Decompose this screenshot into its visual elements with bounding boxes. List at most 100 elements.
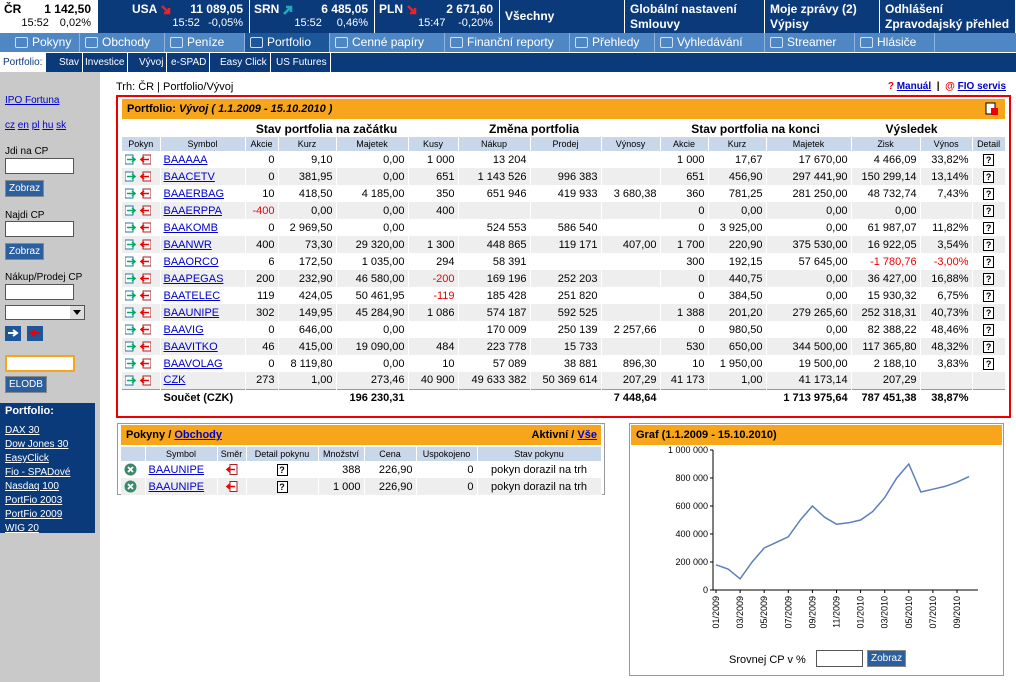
- nav-tab[interactable]: Streamer: [765, 33, 855, 52]
- manual-link[interactable]: Manuál: [896, 81, 932, 92]
- symbol-link[interactable]: BAANWR: [163, 238, 212, 251]
- symbol-link[interactable]: BAAERPPA: [163, 204, 223, 217]
- trade-select[interactable]: [5, 305, 85, 320]
- nav-tab[interactable]: Finanční reporty: [445, 33, 570, 52]
- symbol-link[interactable]: BAAVOLAG: [163, 357, 223, 370]
- detail-icon[interactable]: ?: [983, 357, 995, 370]
- language-link[interactable]: sk: [56, 120, 67, 131]
- nav-tab[interactable]: Přehledy: [570, 33, 655, 52]
- market-item[interactable]: ČR 1 142,50 15:52 0,02%: [0, 0, 98, 33]
- order-icons[interactable]: [122, 202, 161, 219]
- detail-icon[interactable]: ?: [276, 463, 288, 476]
- nav-tab[interactable]: Hlásiče: [855, 33, 935, 52]
- sub-nav-item[interactable]: e-SPAD: [168, 53, 211, 72]
- sub-nav-item[interactable]: Vývoj: [136, 53, 168, 72]
- portfolio-link[interactable]: EasyClick: [5, 453, 49, 464]
- detail-icon[interactable]: ?: [983, 255, 995, 268]
- market-item[interactable]: SRN 6 485,05 15:52 0,46%: [250, 0, 375, 33]
- detail-icon[interactable]: ?: [983, 238, 995, 251]
- portfolio-link[interactable]: Nasdaq 100: [5, 481, 59, 492]
- nav-tab[interactable]: Obchody: [80, 33, 165, 52]
- order-icons[interactable]: [122, 287, 161, 304]
- language-link[interactable]: pl: [31, 120, 40, 131]
- detail-icon[interactable]: ?: [983, 187, 995, 200]
- order-icons[interactable]: [122, 185, 161, 202]
- detail-icon[interactable]: ?: [276, 480, 288, 493]
- portfolio-link[interactable]: PortFio 2009: [5, 509, 63, 520]
- symbol-link[interactable]: BAAORCO: [163, 255, 219, 268]
- top-link[interactable]: Odhlášení Zpravodajský přehled: [880, 0, 1016, 33]
- top-link[interactable]: Všechny: [500, 0, 625, 33]
- symbol-link[interactable]: BAATELEC: [163, 289, 221, 302]
- order-icons[interactable]: [122, 321, 161, 338]
- order-icons[interactable]: [122, 151, 161, 168]
- goto-button[interactable]: Zobraz: [5, 180, 45, 197]
- portfolio-link[interactable]: Dow Jones 30: [5, 439, 69, 450]
- detail-icon[interactable]: ?: [983, 306, 995, 319]
- order-icons[interactable]: [122, 338, 161, 355]
- symbol-link[interactable]: BAAUNIPE: [163, 306, 220, 319]
- order-icons[interactable]: [122, 355, 161, 372]
- detail-icon[interactable]: ?: [983, 170, 995, 183]
- symbol-link[interactable]: BAAPEGAS: [163, 272, 224, 285]
- symbol-link[interactable]: BAAVITKO: [163, 340, 218, 353]
- cancel-icon[interactable]: [121, 478, 146, 495]
- sub-nav-item[interactable]: Investice: [82, 53, 129, 72]
- buy-sell-buttons[interactable]: [5, 326, 45, 341]
- symbol-link[interactable]: CZK: [163, 374, 186, 387]
- sub-nav-item[interactable]: Easy Click: [217, 53, 271, 72]
- compare-input[interactable]: [816, 650, 863, 667]
- cancel-icon[interactable]: [121, 461, 146, 478]
- sub-nav-item[interactable]: US Futures: [273, 53, 331, 72]
- portfolio-link[interactable]: PortFio 2003: [5, 495, 63, 506]
- detail-icon[interactable]: ?: [983, 204, 995, 217]
- portfolio-link[interactable]: DAX 30: [5, 425, 40, 436]
- top-link[interactable]: Globální nastavení Smlouvy: [625, 0, 765, 33]
- language-link[interactable]: cz: [5, 120, 15, 131]
- compare-button[interactable]: Zobraz: [867, 650, 907, 667]
- nav-tab[interactable]: Peníze: [165, 33, 245, 52]
- find-input[interactable]: [5, 221, 74, 237]
- elodb-input[interactable]: [5, 355, 75, 372]
- order-icons[interactable]: [122, 270, 161, 287]
- market-item[interactable]: PLN 2 671,60 15:47 -0,20%: [375, 0, 500, 33]
- service-link[interactable]: FIO servis: [957, 81, 1006, 92]
- order-icons[interactable]: [122, 372, 161, 389]
- filter-all[interactable]: Vše: [577, 429, 597, 441]
- trade-input[interactable]: [5, 284, 74, 300]
- order-icons[interactable]: [122, 253, 161, 270]
- detail-icon[interactable]: ?: [983, 153, 995, 166]
- ipo-link[interactable]: IPO Fortuna: [5, 95, 60, 106]
- symbol-link[interactable]: BAAUNIPE: [148, 480, 205, 493]
- market-item[interactable]: USA 11 089,05 15:52 -0,05%: [128, 0, 250, 33]
- sub-nav-item[interactable]: Stav: [56, 53, 84, 72]
- detail-icon[interactable]: ?: [983, 272, 995, 285]
- order-icons[interactable]: [122, 304, 161, 321]
- top-link[interactable]: Moje zprávy (2) Výpisy: [765, 0, 880, 33]
- language-link[interactable]: hu: [42, 120, 54, 131]
- elodb-button[interactable]: ELODB: [5, 376, 47, 393]
- order-icons[interactable]: [122, 219, 161, 236]
- filter-active[interactable]: Aktivní: [531, 429, 569, 441]
- detail-icon[interactable]: ?: [983, 221, 995, 234]
- symbol-link[interactable]: BAAERBAG: [163, 187, 225, 200]
- nav-tab[interactable]: Portfolio: [245, 33, 330, 52]
- order-icons[interactable]: [122, 168, 161, 185]
- nav-tab[interactable]: Vyhledávání: [655, 33, 765, 52]
- nav-tab[interactable]: Pokyny: [10, 33, 80, 52]
- language-link[interactable]: en: [17, 120, 29, 131]
- nav-tab[interactable]: Cenné papíry: [330, 33, 445, 52]
- detail-icon[interactable]: ?: [983, 323, 995, 336]
- detail-icon[interactable]: ?: [983, 289, 995, 302]
- find-button[interactable]: Zobraz: [5, 243, 45, 260]
- symbol-link[interactable]: BAACETV: [163, 170, 215, 183]
- portfolio-link[interactable]: WIG 20: [5, 523, 39, 534]
- portfolio-link[interactable]: Fio - SPADové: [5, 467, 71, 478]
- trades-link[interactable]: Obchody: [174, 429, 222, 441]
- goto-input[interactable]: [5, 158, 74, 174]
- order-icons[interactable]: [122, 236, 161, 253]
- symbol-link[interactable]: BAAUNIPE: [148, 463, 205, 476]
- symbol-link[interactable]: BAAAAA: [163, 153, 208, 166]
- detail-icon[interactable]: ?: [983, 340, 995, 353]
- export-icon[interactable]: [985, 102, 999, 116]
